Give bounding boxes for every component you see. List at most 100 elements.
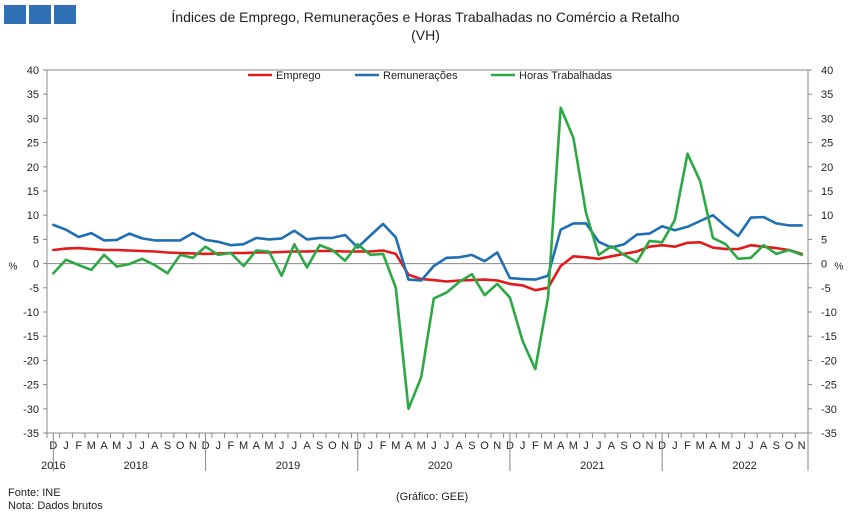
month-label: A [557, 440, 565, 452]
year-label: 2018 [124, 460, 148, 472]
month-label: A [760, 440, 768, 452]
month-label: M [569, 440, 578, 452]
month-label: J [748, 440, 754, 452]
month-label: A [253, 440, 261, 452]
month-label: A [709, 440, 717, 452]
month-label: M [543, 440, 552, 452]
y-tick-label-right: -20 [821, 355, 837, 367]
month-label: M [264, 440, 273, 452]
y-tick-label-right: 25 [821, 138, 833, 150]
chart-title-line1: Índices de Emprego, Remunerações e Horas… [171, 9, 680, 25]
y-tick-label-right: 15 [821, 186, 833, 198]
year-label: 2016 [41, 460, 65, 472]
y-tick-label-right: 30 [821, 113, 833, 125]
y-tick-label-left: -35 [23, 428, 39, 440]
y-tick-label-right: 35 [821, 89, 833, 101]
year-label: 2022 [732, 460, 756, 472]
month-label: F [228, 440, 235, 452]
chart-title: Índices de Emprego, Remunerações e Horas… [0, 8, 851, 44]
y-tick-label-left: -15 [23, 331, 39, 343]
y-axis-label-right: % [835, 262, 844, 273]
month-label: O [176, 440, 185, 452]
month-label: N [189, 440, 197, 452]
y-axis-label-left: % [9, 262, 18, 273]
month-label: F [75, 440, 82, 452]
series-line-remuneracoes [51, 213, 804, 282]
month-label: A [608, 440, 616, 452]
y-tick-label-right: 40 [821, 65, 833, 77]
year-label: 2020 [428, 460, 452, 472]
month-label: J [292, 440, 298, 452]
logo-square [29, 5, 51, 24]
month-label: M [696, 440, 705, 452]
source-note: Fonte: INE [8, 487, 61, 499]
month-label: J [215, 440, 221, 452]
month-label: J [431, 440, 437, 452]
month-label: J [596, 440, 602, 452]
y-tick-label-right: 0 [821, 259, 827, 271]
month-label: S [773, 440, 780, 452]
y-tick-label-left: 30 [27, 113, 39, 125]
month-label: N [798, 440, 806, 452]
month-label: O [632, 440, 641, 452]
y-tick-label-right: -5 [821, 283, 831, 295]
y-tick-label-right: -35 [821, 428, 837, 440]
month-label: J [139, 440, 145, 452]
month-label: S [620, 440, 627, 452]
month-label: M [87, 440, 96, 452]
y-tick-label-left: -5 [29, 283, 39, 295]
month-label: S [468, 440, 475, 452]
month-label: M [391, 440, 400, 452]
logo [4, 5, 76, 24]
y-tick-label-left: 25 [27, 138, 39, 150]
month-label: A [456, 440, 464, 452]
logo-square [54, 5, 76, 24]
y-tick-label-left: 35 [27, 89, 39, 101]
month-label: F [684, 440, 691, 452]
y-tick-label-left: 40 [27, 65, 39, 77]
month-label: S [316, 440, 323, 452]
y-tick-label-left: -20 [23, 355, 39, 367]
y-tick-label-right: -15 [821, 331, 837, 343]
year-label: 2021 [580, 460, 604, 472]
year-label: 2019 [276, 460, 300, 472]
y-tick-label-left: -30 [23, 404, 39, 416]
y-tick-label-left: 5 [33, 234, 39, 246]
month-label: J [127, 440, 133, 452]
month-label: F [532, 440, 539, 452]
month-label: J [368, 440, 374, 452]
chart-credit: (Gráfico: GEE) [396, 491, 469, 503]
month-label: F [380, 440, 387, 452]
y-tick-label-right: -10 [821, 307, 837, 319]
y-tick-label-left: -25 [23, 380, 39, 392]
y-tick-label-right: -25 [821, 380, 837, 392]
legend-label-emprego: Emprego [276, 70, 321, 82]
y-tick-label-right: -30 [821, 404, 837, 416]
month-label: O [480, 440, 489, 452]
month-label: J [520, 440, 526, 452]
month-label: S [164, 440, 171, 452]
month-label: J [444, 440, 450, 452]
month-label: M [239, 440, 248, 452]
month-label: A [151, 440, 159, 452]
y-tick-label-left: 15 [27, 186, 39, 198]
y-tick-label-right: 5 [821, 234, 827, 246]
month-label: J [583, 440, 589, 452]
month-label: N [341, 440, 349, 452]
month-label: A [405, 440, 413, 452]
chart-title-line2: (VH) [411, 27, 440, 43]
month-label: A [100, 440, 108, 452]
legend-label-remuneracoes: Remunerações [383, 70, 458, 82]
month-label: O [328, 440, 337, 452]
y-tick-label-left: -10 [23, 307, 39, 319]
data-note: Nota: Dados brutos [8, 500, 103, 512]
legend-label-horas: Horas Trabalhadas [519, 70, 612, 82]
month-label: J [735, 440, 741, 452]
y-tick-label-left: 20 [27, 162, 39, 174]
series-line-emprego [51, 241, 804, 292]
y-tick-label-left: 10 [27, 210, 39, 222]
y-tick-label-left: 0 [33, 259, 39, 271]
month-label: J [279, 440, 285, 452]
month-label: N [645, 440, 653, 452]
y-tick-label-right: 20 [821, 162, 833, 174]
